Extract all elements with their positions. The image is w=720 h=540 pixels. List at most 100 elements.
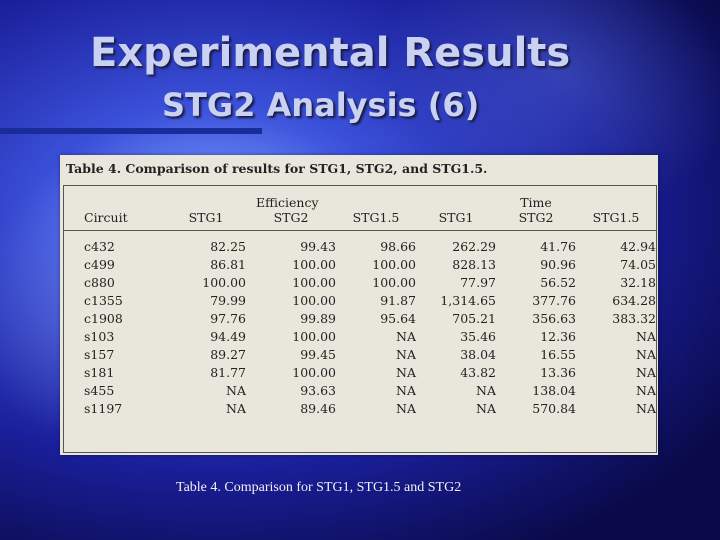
circuit-name-cell: s455 <box>84 382 115 398</box>
circuit-name-cell: s103 <box>84 328 115 344</box>
value-cell: NA <box>636 346 656 362</box>
circuit-name-cell: c1355 <box>84 292 123 308</box>
value-cell: NA <box>226 400 246 416</box>
header-stg1-eff: STG1 <box>188 210 224 225</box>
slide-footer-caption: Table 4. Comparison for STG1, STG1.5 and… <box>176 480 462 495</box>
value-cell: 100.00 <box>292 256 336 272</box>
value-cell: 38.04 <box>460 346 496 362</box>
value-cell: 383.32 <box>612 310 656 326</box>
value-cell: 16.55 <box>540 346 576 362</box>
value-cell: 95.64 <box>380 310 416 326</box>
header-stg2-time: STG2 <box>518 210 554 225</box>
value-cell: NA <box>476 400 496 416</box>
value-cell: 705.21 <box>452 310 496 326</box>
header-circuit: Circuit <box>84 210 128 225</box>
value-cell: NA <box>396 382 416 398</box>
table-row: s157 89.27 99.45 NA 38.04 16.55 NA <box>64 345 656 363</box>
header-stg1-time: STG1 <box>438 210 474 225</box>
table-header-divider <box>64 230 656 231</box>
value-cell: NA <box>636 382 656 398</box>
value-cell: 99.45 <box>300 346 336 362</box>
value-cell: 81.77 <box>210 364 246 380</box>
table-row: c880 100.00 100.00 100.00 77.97 56.52 32.18 <box>64 273 656 291</box>
value-cell: 99.43 <box>300 238 336 254</box>
value-cell: 79.99 <box>210 292 246 308</box>
circuit-name-cell: s181 <box>84 364 115 380</box>
table-row: c1908 97.76 99.89 95.64 705.21 356.63 383.32 <box>64 309 656 327</box>
value-cell: 99.89 <box>300 310 336 326</box>
table-row: c432 82.25 99.43 98.66 262.29 41.76 42.94 <box>64 237 656 255</box>
value-cell: NA <box>636 400 656 416</box>
value-cell: 100.00 <box>292 328 336 344</box>
value-cell: 100.00 <box>292 364 336 380</box>
value-cell: 43.82 <box>460 364 496 380</box>
header-stg15-eff: STG1.5 <box>352 210 400 225</box>
table-row: c1355 79.99 100.00 91.87 1,314.65 377.76 634.2… <box>64 291 656 309</box>
header-stg2-eff: STG2 <box>273 210 309 225</box>
circuit-name-cell: s157 <box>84 346 115 362</box>
value-cell: 90.96 <box>540 256 576 272</box>
table-caption: Table 4. Comparison of results for STG1,… <box>66 161 488 176</box>
table-row: s103 94.49 100.00 NA 35.46 12.36 NA <box>64 327 656 345</box>
value-cell: 13.36 <box>540 364 576 380</box>
value-cell: NA <box>476 382 496 398</box>
value-cell: 86.81 <box>210 256 246 272</box>
circuit-name-cell: s1197 <box>84 400 123 416</box>
value-cell: NA <box>636 328 656 344</box>
value-cell: 100.00 <box>292 292 336 308</box>
table-row: s1197 NA 89.46 NA NA 570.84 NA <box>64 399 656 417</box>
value-cell: 356.63 <box>532 310 576 326</box>
slide-title: Experimental Results <box>90 30 571 76</box>
value-cell: 89.46 <box>300 400 336 416</box>
value-cell: NA <box>396 346 416 362</box>
value-cell: NA <box>396 364 416 380</box>
circuit-name-cell: c499 <box>84 256 115 272</box>
table-row: c499 86.81 100.00 100.00 828.13 90.96 74.05 <box>64 255 656 273</box>
table-row: s181 81.77 100.00 NA 43.82 13.36 NA <box>64 363 656 381</box>
circuit-name-cell: c880 <box>84 274 115 290</box>
header-stg15-time: STG1.5 <box>592 210 640 225</box>
value-cell: 100.00 <box>372 256 416 272</box>
group-header-time: Time <box>520 195 552 210</box>
value-cell: 138.04 <box>532 382 576 398</box>
value-cell: 634.28 <box>612 292 656 308</box>
value-cell: 41.76 <box>540 238 576 254</box>
value-cell: 94.49 <box>210 328 246 344</box>
table-row: s455 NA 93.63 NA NA 138.04 NA <box>64 381 656 399</box>
value-cell: 82.25 <box>210 238 246 254</box>
value-cell: 91.87 <box>380 292 416 308</box>
slide-subtitle: STG2 Analysis (6) <box>162 86 480 124</box>
value-cell: 12.36 <box>540 328 576 344</box>
value-cell: 56.52 <box>540 274 576 290</box>
value-cell: 89.27 <box>210 346 246 362</box>
value-cell: 377.76 <box>532 292 576 308</box>
value-cell: NA <box>396 400 416 416</box>
value-cell: NA <box>396 328 416 344</box>
value-cell: 35.46 <box>460 328 496 344</box>
value-cell: 32.18 <box>620 274 656 290</box>
value-cell: 98.66 <box>380 238 416 254</box>
results-table-image: Table 4. Comparison of results for STG1,… <box>60 155 658 455</box>
value-cell: 570.84 <box>532 400 576 416</box>
value-cell: 93.63 <box>300 382 336 398</box>
value-cell: 262.29 <box>452 238 496 254</box>
value-cell: 97.76 <box>210 310 246 326</box>
group-header-efficiency: Efficiency <box>256 195 319 210</box>
table-group-header-row: Efficiency Time <box>64 186 656 210</box>
value-cell: 100.00 <box>202 274 246 290</box>
value-cell: 74.05 <box>620 256 656 272</box>
value-cell: 100.00 <box>292 274 336 290</box>
value-cell: 77.97 <box>460 274 496 290</box>
results-table: Efficiency Time Circuit STG1 STG2 STG1.5… <box>64 186 656 417</box>
circuit-name-cell: c1908 <box>84 310 123 326</box>
circuit-name-cell: c432 <box>84 238 115 254</box>
table-header-row: Circuit STG1 STG2 STG1.5 STG1 STG2 STG1.… <box>64 210 656 231</box>
value-cell: NA <box>226 382 246 398</box>
title-underline <box>0 128 262 134</box>
value-cell: NA <box>636 364 656 380</box>
value-cell: 1,314.65 <box>440 292 496 308</box>
value-cell: 828.13 <box>452 256 496 272</box>
table-frame: Efficiency Time Circuit STG1 STG2 STG1.5… <box>63 185 657 453</box>
value-cell: 100.00 <box>372 274 416 290</box>
value-cell: 42.94 <box>620 238 656 254</box>
